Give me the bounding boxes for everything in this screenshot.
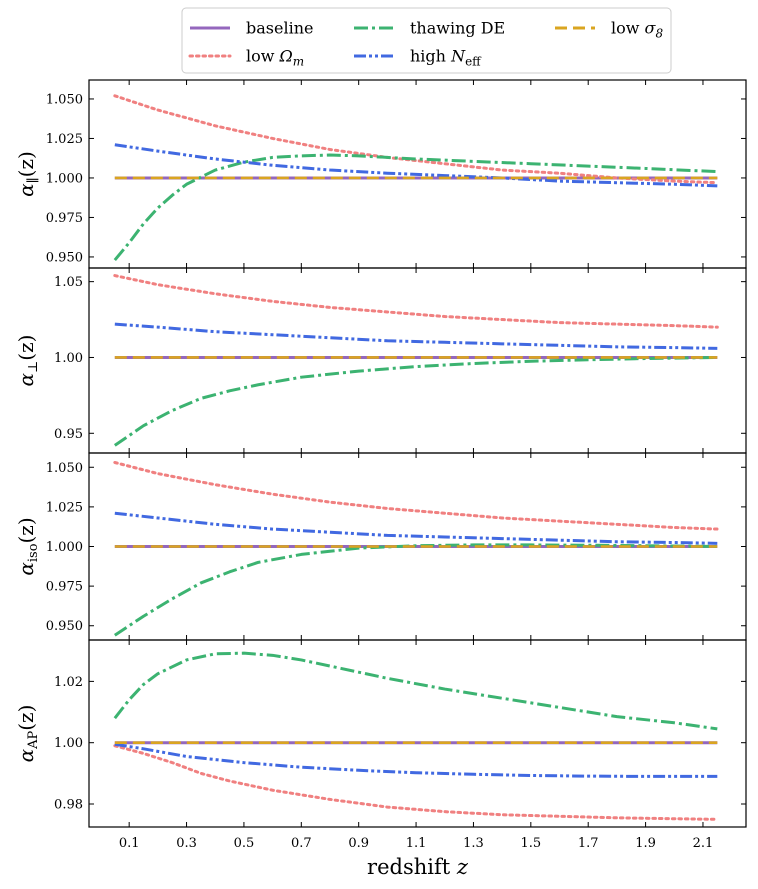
panel-1-ytick-label: 1.050 [46,92,83,107]
legend-label-baseline: baseline [246,19,313,38]
panel-1-line-low_omega [115,96,717,183]
xtick-label: 1.1 [406,836,427,851]
x-axis-label: redshift z [367,855,469,879]
xtick-label: 0.5 [234,836,255,851]
panel-1-ytick-label: 1.000 [46,171,83,186]
panel-4-ytick-label: 1.00 [54,736,83,751]
panel-4-lines [115,653,717,819]
panel-3-lines [115,463,717,636]
xtick-label: 0.3 [176,836,197,851]
xtick-label: 0.7 [291,836,312,851]
panel-3-ytick-label: 1.025 [46,500,83,515]
panel-2-line-thawing [115,357,717,445]
panel-3-line-thawing [115,545,717,635]
panel-4-line-low_omega [115,746,717,820]
panel-3-line-high_neff [115,513,717,543]
panel-2-ylabel: α⊥(z) [14,335,41,387]
xtick-label: 0.1 [119,836,140,851]
panel-1-ytick-label: 0.975 [46,211,83,226]
panel-1-lines [115,96,717,260]
xtick-label: 1.7 [578,836,599,851]
panel-2: 0.95 1.00 1.05 α⊥(z) [14,268,746,453]
panel-3: 0.950 0.975 1.000 1.025 1.050 αiso(z) [14,453,746,640]
panel-3-ytick-label: 0.975 [46,580,83,595]
panel-3-ytick-label: 0.950 [46,619,83,634]
panel-2-frame [89,268,746,453]
panel-3-ytick-label: 1.050 [46,461,83,476]
panel-3-ytick-label: 1.000 [46,540,83,555]
xtick-label: 1.9 [635,836,656,851]
panels-group: 0.950 0.975 1.000 1.025 1.050 α∥(z) 0.95 1.00 1.… [14,80,746,851]
panel-2-line-low_omega [115,276,717,328]
panel-4-line-thawing [115,653,717,729]
x-axis-label-group: redshift z [367,855,469,879]
panel-4-ytick-label: 1.02 [54,675,83,690]
figure-canvas: 0.950 0.975 1.000 1.025 1.050 α∥(z) 0.95 1.00 1.… [0,0,758,889]
panel-4-ylabel: αAP(z) [14,705,41,763]
panel-4-frame [89,640,746,827]
panel-2-lines [115,276,717,446]
panel-1-line-thawing [115,155,717,260]
panel-4: 0.98 1.00 1.02 αAP(z) [14,640,746,827]
legend-label-thawing: thawing DE [410,19,505,38]
panel-3-line-low_omega [115,463,717,530]
xtick-label: 0.9 [348,836,369,851]
panel-3-ylabel: αiso(z) [14,517,41,575]
panel-4-line-high_neff [115,744,717,776]
panel-2-line-high_neff [115,324,717,348]
panel-2-ytick-label: 0.95 [54,427,83,442]
panel-1-ytick-label: 1.025 [46,132,83,147]
xtick-label: 1.5 [520,836,541,851]
panel-1-ylabel: α∥(z) [14,151,41,197]
xtick-label: 1.3 [463,836,484,851]
panel-2-ytick-label: 1.05 [54,275,83,290]
panel-4-ytick-label: 0.98 [54,798,83,813]
panel-2-ytick-label: 1.00 [54,351,83,366]
panel-1-ytick-label: 0.950 [46,250,83,265]
panel-1: 0.950 0.975 1.000 1.025 1.050 α∥(z) [14,80,746,268]
xtick-label: 2.1 [693,836,714,851]
